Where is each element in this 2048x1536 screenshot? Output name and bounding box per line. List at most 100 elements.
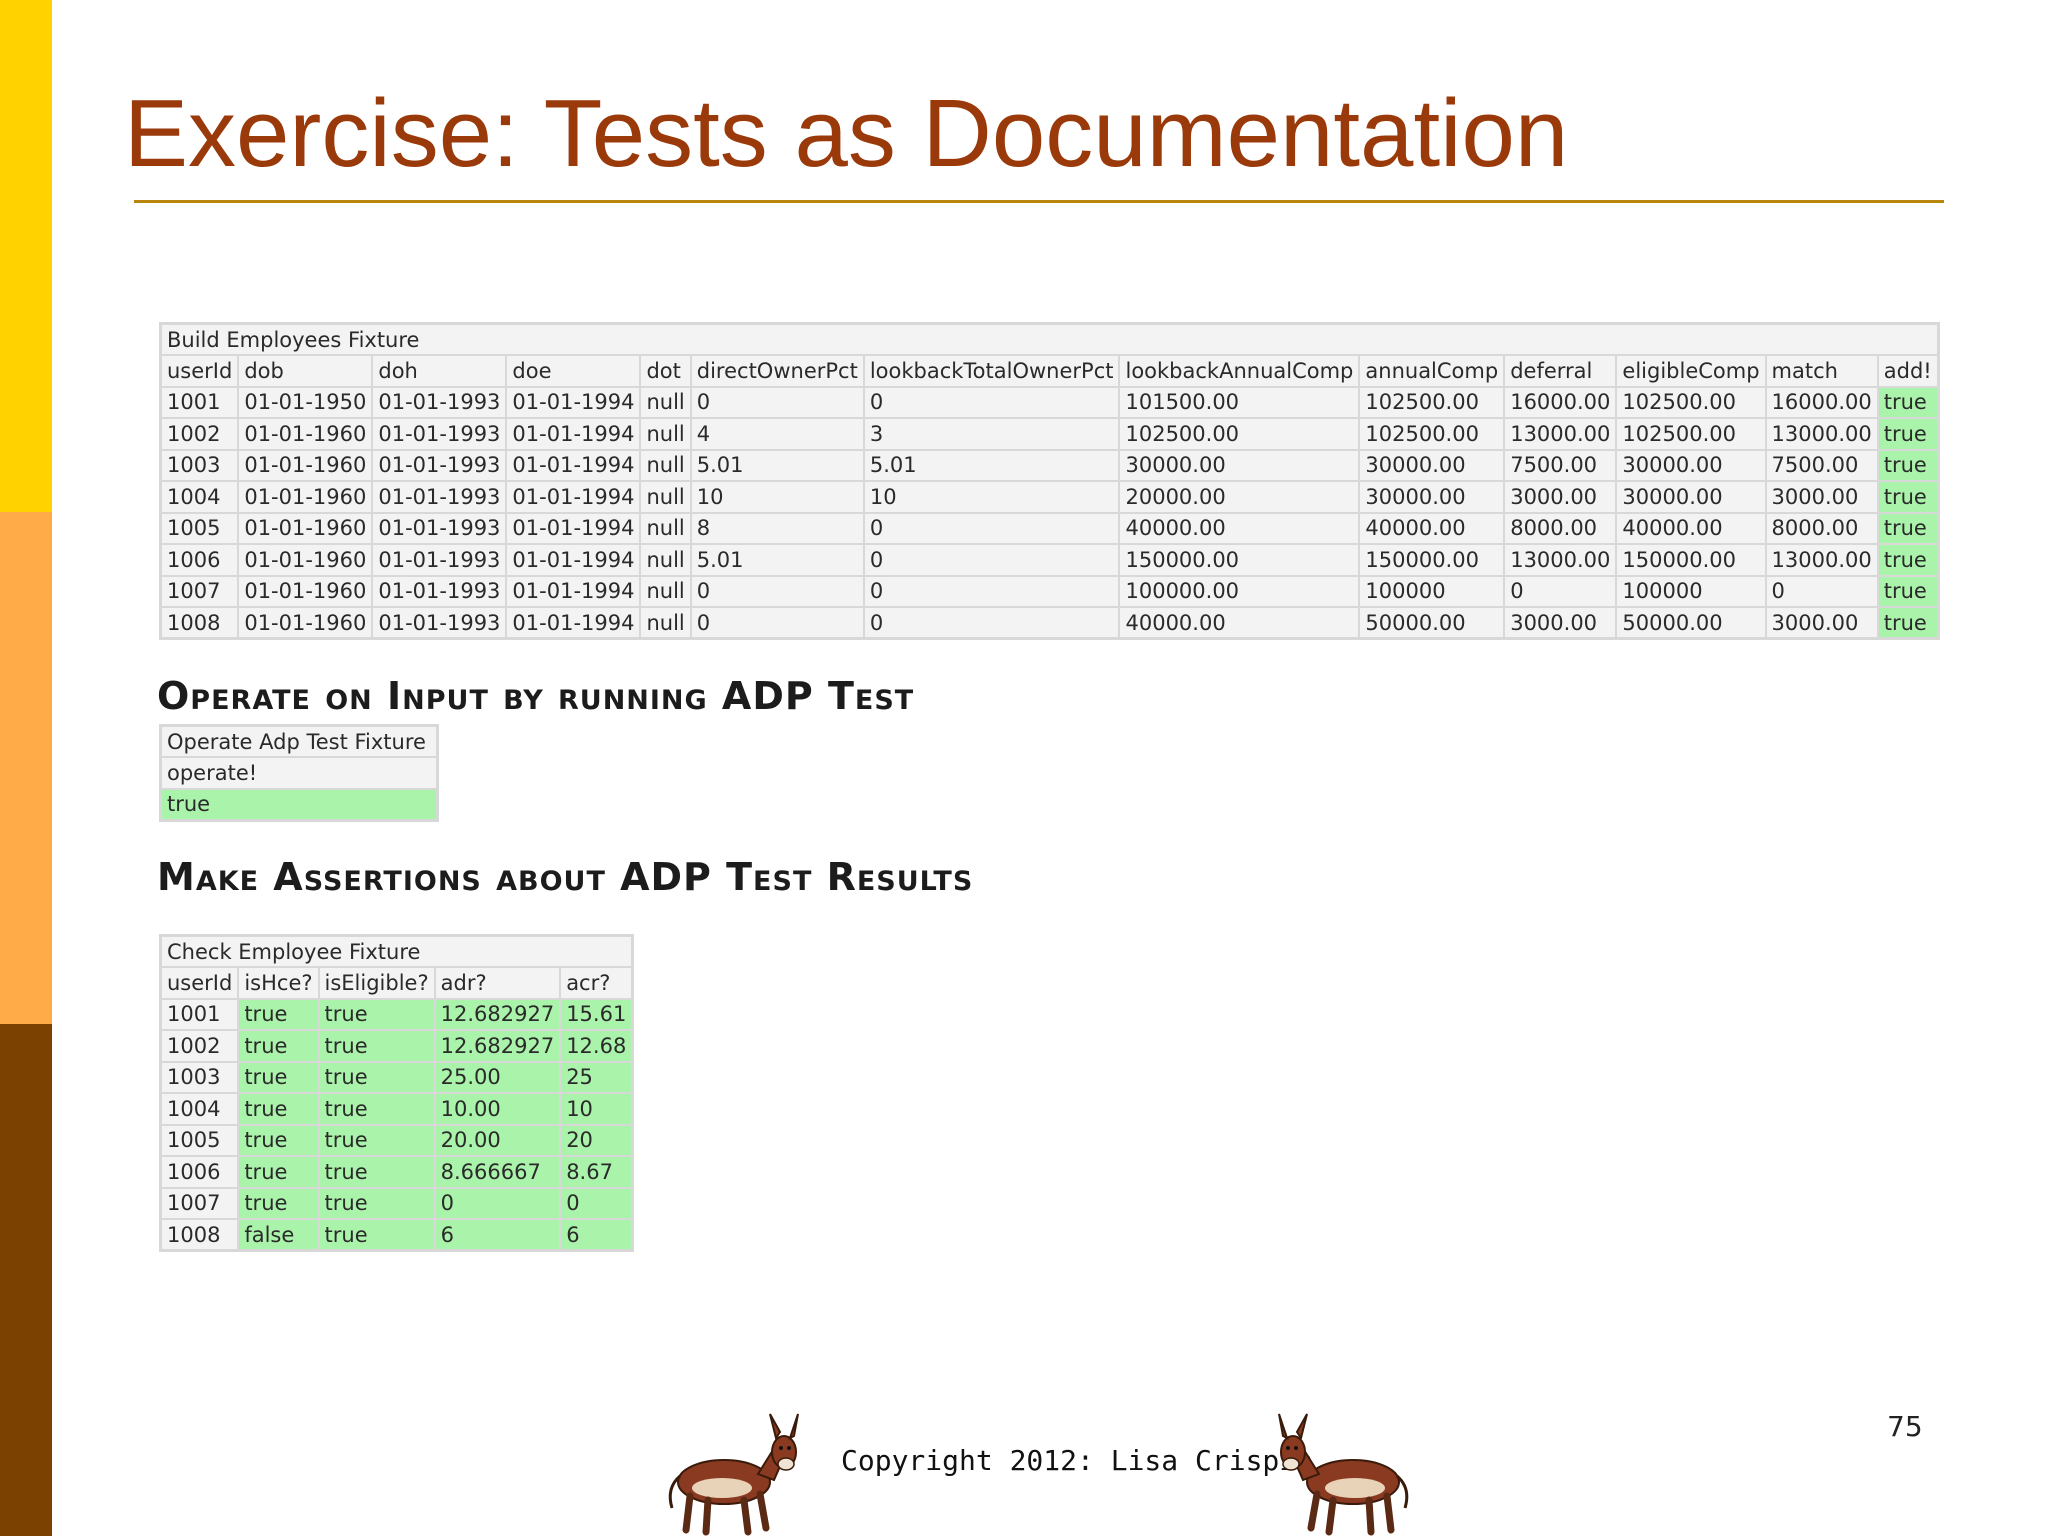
table-cell: 150000.00 (1358, 543, 1506, 577)
table-cell: 102500.00 (1118, 417, 1361, 451)
table-cell: 0 (862, 574, 1121, 608)
table-cell: 01-01-1994 (505, 511, 642, 545)
table-cell: 1004 (159, 480, 240, 514)
table-cell: 102500.00 (1358, 385, 1506, 419)
table-cell: 30000.00 (1358, 448, 1506, 482)
title-rule (134, 200, 1944, 203)
table-cell: 01-01-1993 (371, 417, 508, 451)
sidebar-band-bottom (0, 1024, 52, 1536)
table-cell: true (317, 1123, 436, 1157)
table-cell: 1008 (159, 1218, 240, 1252)
table-caption-row: Build Employees Fixture (159, 322, 1940, 356)
table-cell: 3000.00 (1503, 606, 1618, 640)
table-caption: Build Employees Fixture (159, 322, 1940, 356)
table-row: 1005 01-01-1960 01-01-1993 01-01-1994 null 8 0… (159, 511, 1940, 545)
copyright-notice: Copyright 2012: Lisa Crispin (841, 1444, 1314, 1477)
table-cell: 01-01-1993 (371, 606, 508, 640)
table-cell: 13000.00 (1764, 417, 1879, 451)
table-cell: 25 (559, 1060, 634, 1094)
table-cell: 01-01-1993 (371, 574, 508, 608)
table-row: 1006 true true 8.666667 8.67 (159, 1155, 634, 1189)
slide-sidebar (0, 0, 52, 1536)
table-header-row: userId dob doh doe dot directOwnerPct lookback… (159, 354, 1940, 388)
table-cell: 20 (559, 1123, 634, 1157)
sidebar-band-middle (0, 512, 52, 1024)
table-cell: 01-01-1994 (505, 417, 642, 451)
table-cell: 15.61 (559, 997, 634, 1031)
table-cell: 8.666667 (433, 1155, 562, 1189)
table-cell: null (639, 385, 692, 419)
column-header: lookbackTotalOwnerPct (862, 354, 1121, 388)
table-cell: 150000.00 (1615, 543, 1767, 577)
table-cell: 0 (862, 606, 1121, 640)
table-cell: 16000.00 (1764, 385, 1879, 419)
table-cell: 12.68 (559, 1029, 634, 1063)
table-cell: true (1876, 417, 1940, 451)
table-cell: 50000.00 (1615, 606, 1767, 640)
table-row: 1001 true true 12.682927 15.61 (159, 997, 634, 1031)
table-cell: 50000.00 (1358, 606, 1506, 640)
table-row: 1007 01-01-1960 01-01-1993 01-01-1994 null 0 0… (159, 574, 1940, 608)
table-cell: 100000.00 (1118, 574, 1361, 608)
table-cell: 40000.00 (1358, 511, 1506, 545)
table-cell: 01-01-1993 (371, 385, 508, 419)
table-cell: true (317, 1186, 436, 1220)
table-cell: 3000.00 (1764, 606, 1879, 640)
table-cell: true (1876, 511, 1940, 545)
table-cell: true (237, 1092, 320, 1126)
table-cell: 3000.00 (1503, 480, 1618, 514)
table-cell: 40000.00 (1118, 511, 1361, 545)
table-cell: 0 (1503, 574, 1618, 608)
table-cell: 13000.00 (1503, 543, 1618, 577)
table-cell: 30000.00 (1615, 480, 1767, 514)
check-employee-table: Check Employee Fixture userId isHce? isElig… (159, 934, 635, 1252)
table-cell: 20000.00 (1118, 480, 1361, 514)
table-cell: 10 (559, 1092, 634, 1126)
column-header: deferral (1503, 354, 1618, 388)
table-row: 1004 true true 10.00 10 (159, 1092, 634, 1126)
table-cell: 01-01-1960 (237, 511, 374, 545)
table-cell: 0 (689, 574, 865, 608)
column-header: match (1764, 354, 1879, 388)
table-cell: false (237, 1218, 320, 1252)
table-cell: 7500.00 (1503, 448, 1618, 482)
table-cell: 01-01-1994 (505, 543, 642, 577)
column-header: eligibleComp (1615, 354, 1767, 388)
table-caption: Operate Adp Test Fixture (159, 724, 439, 758)
table-cell: true (237, 1060, 320, 1094)
table-cell: 01-01-1960 (237, 448, 374, 482)
column-header: isHce? (237, 966, 320, 1000)
table-cell: 40000.00 (1118, 606, 1361, 640)
table-cell: 01-01-1960 (237, 417, 374, 451)
table-cell: 01-01-1994 (505, 480, 642, 514)
sidebar-band-top (0, 0, 52, 512)
table-caption: Check Employee Fixture (159, 934, 634, 968)
column-header: userId (159, 354, 240, 388)
table-cell: 01-01-1960 (237, 543, 374, 577)
table-cell: 16000.00 (1503, 385, 1618, 419)
column-header: annualComp (1358, 354, 1506, 388)
table-cell: 1006 (159, 1155, 240, 1189)
table-cell: null (639, 480, 692, 514)
table-cell: 8.67 (559, 1155, 634, 1189)
table-row: 1004 01-01-1960 01-01-1993 01-01-1994 null 10… (159, 480, 1940, 514)
table-cell: true (1876, 543, 1940, 577)
table-cell: 01-01-1960 (237, 606, 374, 640)
table-cell: 1004 (159, 1092, 240, 1126)
table-cell: 13000.00 (1764, 543, 1879, 577)
table-cell: 01-01-1993 (371, 480, 508, 514)
table-cell: 0 (862, 511, 1121, 545)
table-row: 1003 01-01-1960 01-01-1993 01-01-1994 null 5.… (159, 448, 1940, 482)
table-cell: true (1876, 385, 1940, 419)
table-cell: 1007 (159, 574, 240, 608)
table-cell: 1003 (159, 1060, 240, 1094)
column-header: doh (371, 354, 508, 388)
table-cell: 12.682927 (433, 1029, 562, 1063)
table-cell: 8000.00 (1764, 511, 1879, 545)
table-cell: 3 (862, 417, 1121, 451)
table-cell: 101500.00 (1118, 385, 1361, 419)
table-row: 1002 true true 12.682927 12.68 (159, 1029, 634, 1063)
table-cell: 3000.00 (1764, 480, 1879, 514)
table-row: 1001 01-01-1950 01-01-1993 01-01-1994 null 0 0… (159, 385, 1940, 419)
table-cell: true (1876, 606, 1940, 640)
